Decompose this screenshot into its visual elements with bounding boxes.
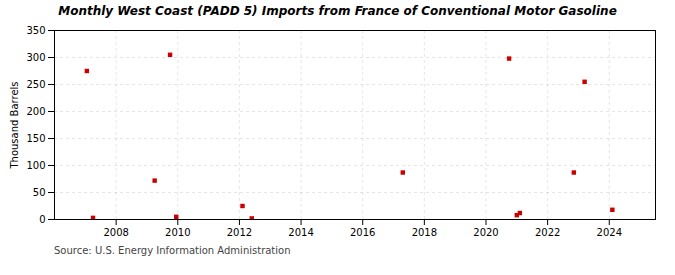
svg-text:150: 150 <box>26 133 45 144</box>
svg-text:2008: 2008 <box>103 227 128 238</box>
svg-text:0: 0 <box>39 214 45 225</box>
svg-text:2014: 2014 <box>288 227 313 238</box>
svg-text:300: 300 <box>26 52 45 63</box>
svg-text:2016: 2016 <box>350 227 375 238</box>
svg-text:2024: 2024 <box>597 227 622 238</box>
svg-text:100: 100 <box>26 160 45 171</box>
svg-text:2018: 2018 <box>412 227 437 238</box>
svg-text:250: 250 <box>26 79 45 90</box>
svg-text:2010: 2010 <box>165 227 190 238</box>
svg-text:200: 200 <box>26 106 45 117</box>
html-text:Source: U.S. Energy Informatio: Source: U.S. Energy Information Administ… <box>54 245 291 256</box>
svg-text:Thousand Barrels: Thousand Barrels <box>9 81 20 169</box>
svg-text:50: 50 <box>33 187 46 198</box>
html-text:Monthly West Coast (PADD 5) Im: Monthly West Coast (PADD 5) Imports from… <box>58 4 617 18</box>
svg-text:2020: 2020 <box>473 227 498 238</box>
svg-text:350: 350 <box>26 25 45 36</box>
svg-text:2022: 2022 <box>535 227 560 238</box>
svg-text:2012: 2012 <box>227 227 252 238</box>
